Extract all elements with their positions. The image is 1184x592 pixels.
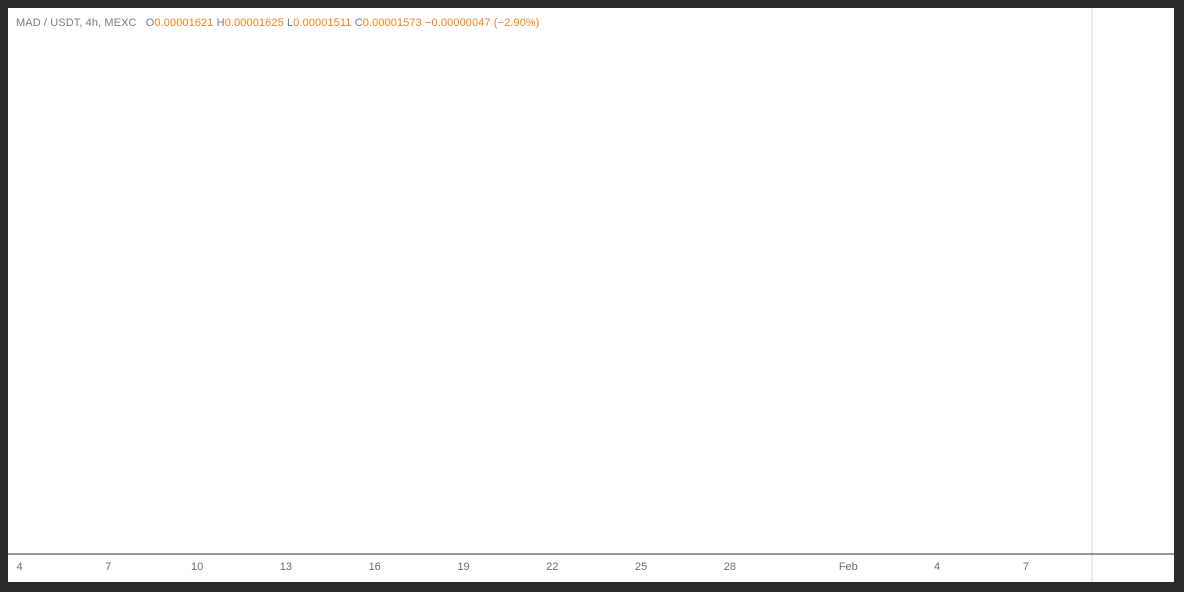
chart-window: 0.000042000.000040000.000038000.00003600… (8, 8, 1174, 582)
x-tick-label: 19 (457, 561, 469, 573)
axis-layer: 0.000042000.000040000.000038000.00003600… (16, 561, 1029, 573)
x-tick-label: 7 (1023, 561, 1029, 573)
x-tick-label: 4 (934, 561, 940, 573)
x-tick-label: 7 (105, 561, 111, 573)
x-tick-label: 10 (191, 561, 203, 573)
symbol-legend: MAD / USDT, 4h, MEXC O0.00001621 H0.0000… (16, 17, 540, 29)
x-tick-label: 25 (635, 561, 647, 573)
symbol-name[interactable]: MAD / USDT, 4h, MEXC (16, 17, 137, 29)
change-value: −0.00000047 (−2.90%) (425, 17, 540, 29)
open-label: O (145, 17, 155, 29)
grid-layer (8, 8, 1174, 582)
x-tick-label: 28 (724, 561, 736, 573)
high-value: 0.00001625 (224, 17, 284, 29)
low-value: 0.00001511 (293, 17, 352, 29)
high-label: H (216, 17, 225, 29)
x-tick-label: Feb (839, 561, 858, 573)
low-label: L (287, 17, 294, 29)
x-tick-label: 4 (16, 561, 22, 573)
close-label: C (354, 17, 363, 29)
open-value: 0.00001621 (154, 17, 214, 29)
x-tick-label: 13 (280, 561, 292, 573)
close-value: 0.00001573 (362, 17, 422, 29)
x-tick-label: 22 (546, 561, 558, 573)
x-tick-label: 16 (369, 561, 381, 573)
chart-canvas[interactable]: 0.000042000.000040000.000038000.00003600… (8, 8, 1174, 582)
